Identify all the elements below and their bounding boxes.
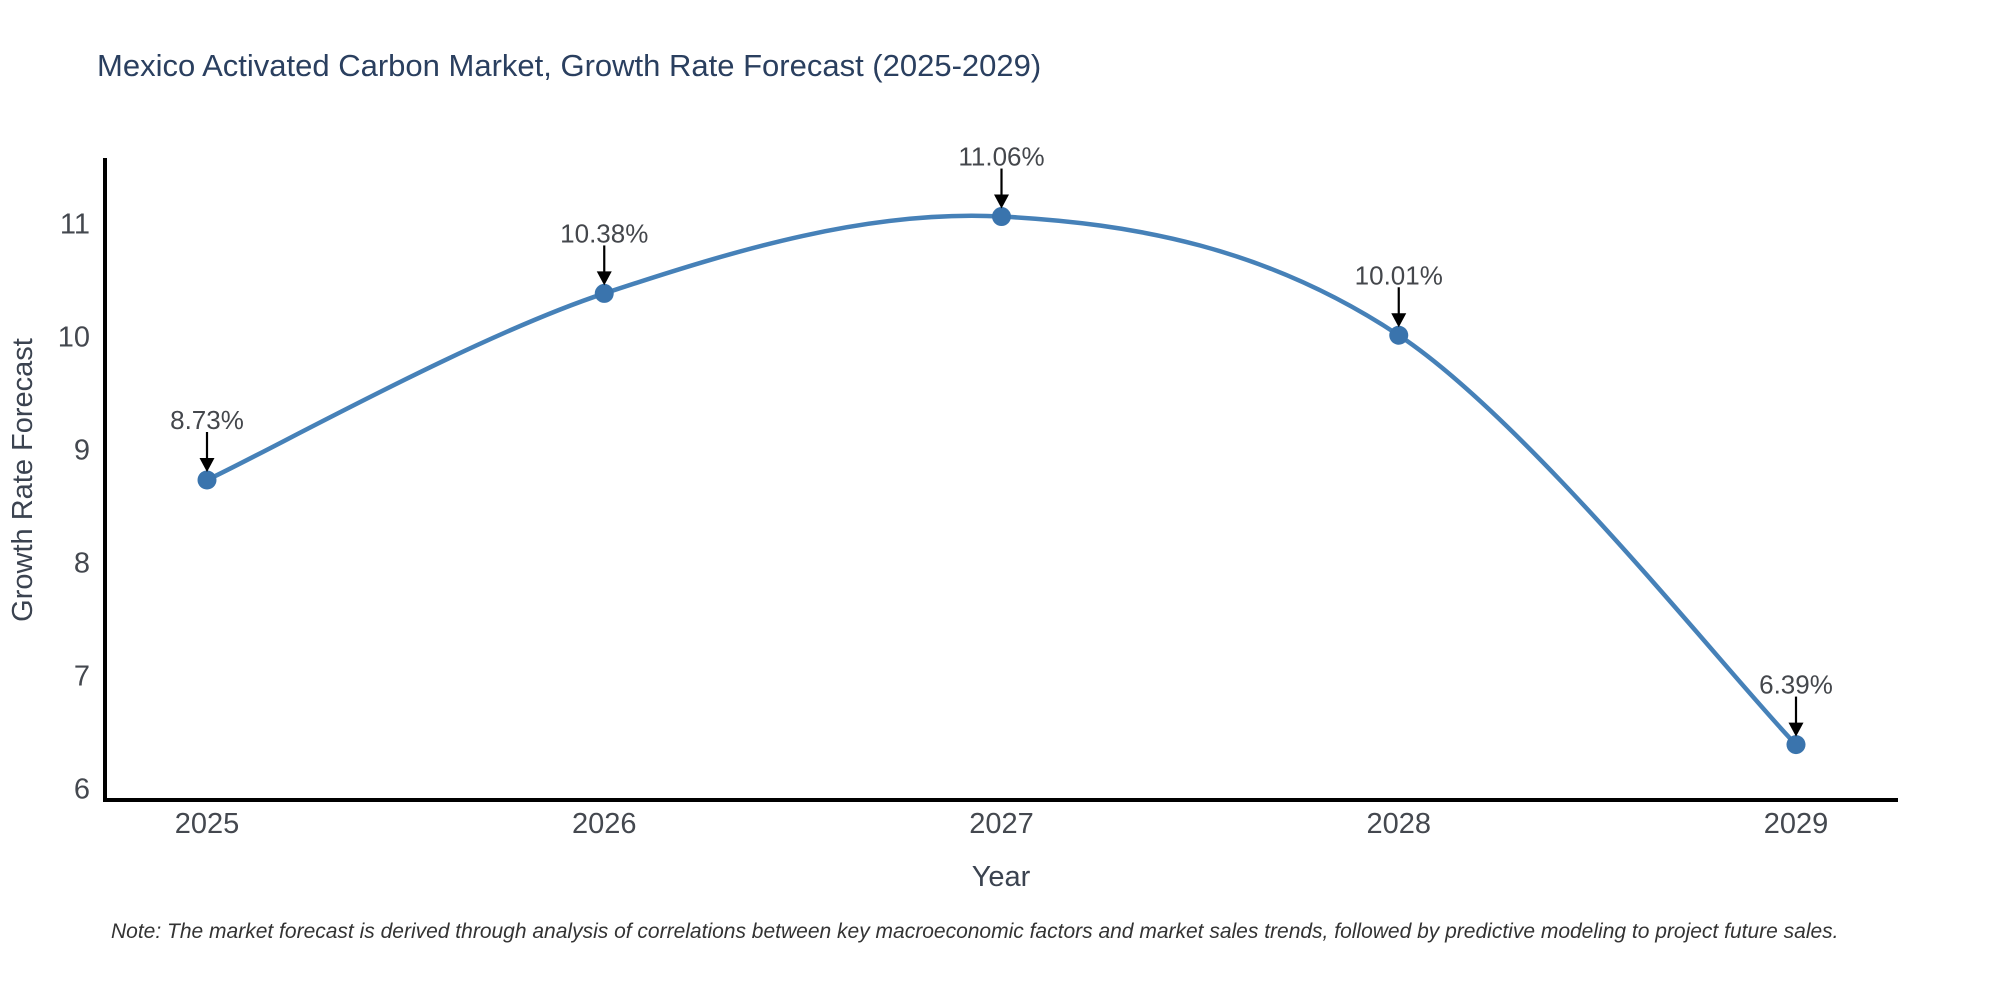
axes xyxy=(103,158,1898,802)
point-value-label: 10.01% xyxy=(1355,260,1443,290)
y-tick-label: 7 xyxy=(74,661,90,693)
point-value-label: 10.38% xyxy=(560,218,648,248)
chart-title: Mexico Activated Carbon Market, Growth R… xyxy=(97,48,1042,83)
annotation-arrowhead xyxy=(1788,722,1804,737)
x-tick-label: 2025 xyxy=(175,808,240,840)
data-point-marker xyxy=(1389,325,1409,345)
data-point-markers xyxy=(197,207,1806,755)
y-tick-label: 8 xyxy=(74,548,90,580)
y-tick-label: 11 xyxy=(60,208,90,240)
x-tick-label: 2028 xyxy=(1366,808,1431,840)
y-tick-label: 9 xyxy=(74,434,90,466)
point-value-label: 8.73% xyxy=(170,405,244,435)
data-point-marker xyxy=(197,470,217,490)
point-annotations: 8.73% 10.38% 11.06% 10.01% 6.39% xyxy=(170,142,1833,737)
annotation-arrowhead xyxy=(199,458,215,472)
y-tick-label: 6 xyxy=(74,774,90,806)
data-point-marker xyxy=(594,283,614,303)
tick-labels: 6 7 8 9 10 11 2025 2026 2027 2028 2029 xyxy=(58,208,1829,840)
forecast-line xyxy=(204,213,1799,747)
annotation-arrowhead xyxy=(994,194,1009,209)
point-value-label: 6.39% xyxy=(1759,670,1833,700)
x-tick-label: 2027 xyxy=(969,808,1034,840)
forecast-line-series xyxy=(204,213,1799,747)
x-tick-label: 2029 xyxy=(1764,808,1829,840)
annotation-arrowhead xyxy=(1391,313,1407,328)
data-point-marker xyxy=(1786,735,1806,755)
x-axis-title: Year xyxy=(972,861,1031,893)
point-value-label: 11.06% xyxy=(958,142,1044,172)
y-tick-label: 10 xyxy=(58,321,90,353)
data-point-marker xyxy=(992,207,1011,227)
footnote: Note: The market forecast is derived thr… xyxy=(111,920,1839,943)
x-tick-label: 2026 xyxy=(572,808,637,840)
annotation-arrowhead xyxy=(596,271,612,286)
y-axis-title: Growth Rate Forecast xyxy=(7,338,39,622)
